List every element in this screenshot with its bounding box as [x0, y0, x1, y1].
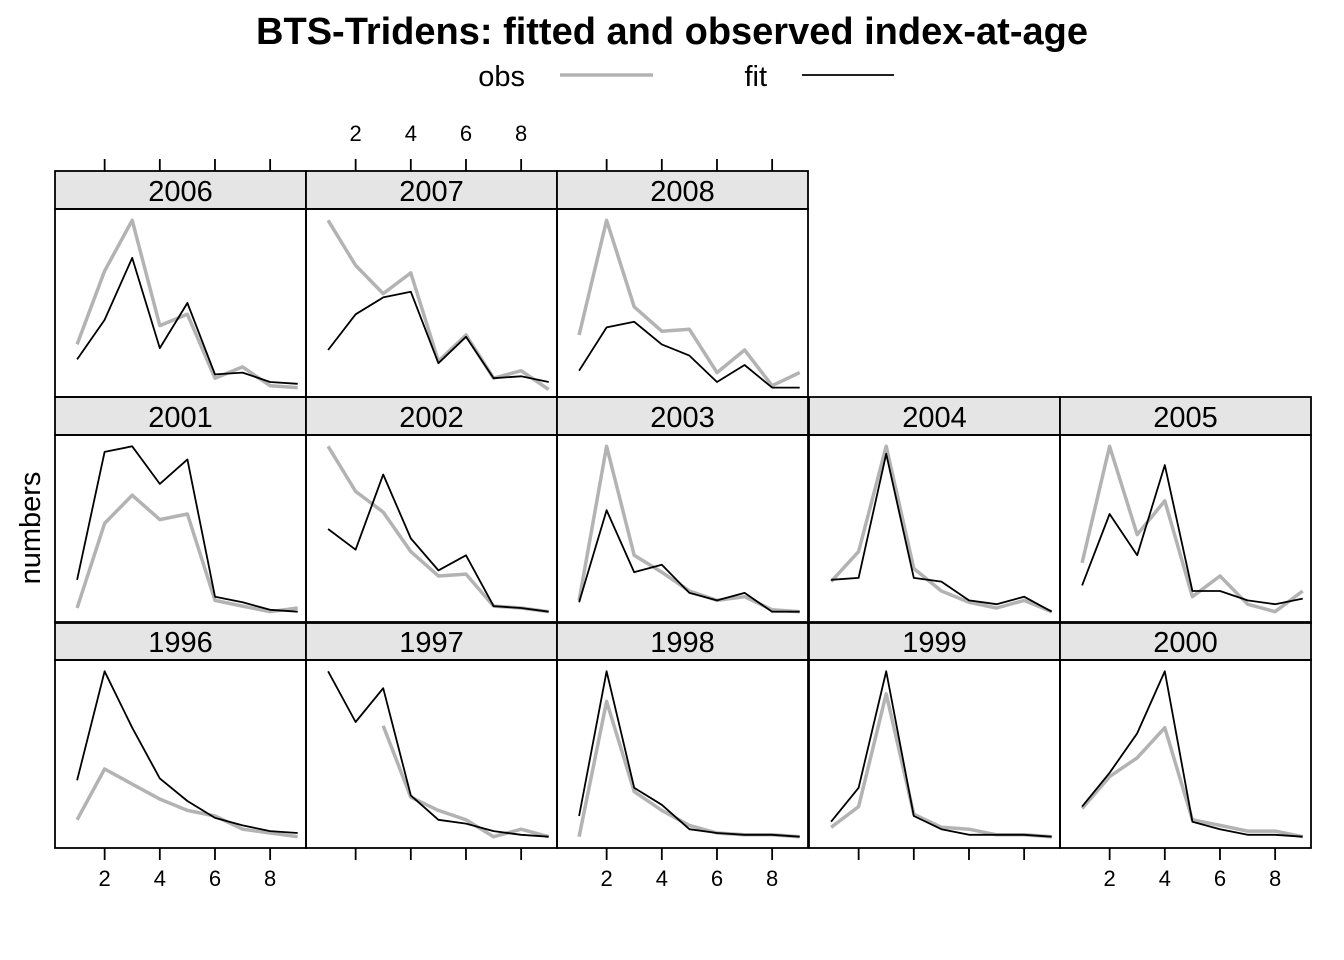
- x-tick-label: 4: [154, 866, 166, 891]
- strip-label-1996: 1996: [148, 627, 213, 659]
- x-axis-top-col3: [605, 159, 774, 171]
- strip-1997: [305, 621, 558, 661]
- x-axis-bottom-col1: 2 4 6 8: [99, 848, 276, 891]
- fit-line-1997: [327, 670, 549, 838]
- x-axis-bottom-col3: 2 4 6 8: [601, 848, 778, 891]
- obs-line-2004: [829, 444, 1053, 614]
- fit-line-2007: [327, 290, 549, 383]
- plot-frame-2008: [556, 208, 809, 398]
- panel-2004: 2004: [808, 396, 1061, 624]
- fit-line-2005: [1081, 464, 1303, 606]
- panel-2002: 2002: [305, 396, 558, 624]
- plot-frame-2003: [556, 434, 809, 624]
- x-tick-label: 6: [460, 121, 472, 146]
- obs-line-1998: [577, 699, 800, 839]
- strip-label-1997: 1997: [399, 627, 464, 659]
- x-tick-label: 8: [264, 866, 276, 891]
- strip-label-2004: 2004: [902, 402, 967, 434]
- x-tick-label: 2: [601, 866, 613, 891]
- strip-2003: [556, 396, 809, 436]
- strip-label-2001: 2001: [148, 402, 213, 434]
- obs-line-2001: [75, 493, 298, 614]
- x-tick-label: 4: [1159, 866, 1171, 891]
- strip-label-2000: 2000: [1153, 627, 1218, 659]
- fit-line-1999: [830, 670, 1052, 838]
- strip-1998: [556, 621, 809, 661]
- strip-label-2007: 2007: [399, 176, 464, 208]
- y-axis-label: numbers: [15, 472, 47, 585]
- strip-label-2002: 2002: [399, 402, 464, 434]
- x-tick-label: 2: [1104, 866, 1116, 891]
- fit-line-1998: [578, 670, 800, 838]
- fit-line-2008: [578, 320, 800, 389]
- plot-frame-2001: [54, 434, 307, 624]
- chart-title: BTS-Tridens: fitted and observed index-a…: [256, 11, 1088, 53]
- strip-label-2005: 2005: [1153, 402, 1218, 434]
- plot-frame-1997: [305, 659, 558, 849]
- obs-line-2005: [1080, 444, 1304, 614]
- panel-1996: 1996: [54, 621, 307, 849]
- fit-line-2003: [578, 509, 800, 613]
- strip-label-2006: 2006: [148, 176, 213, 208]
- panel-2001: 2001: [54, 396, 307, 624]
- legend-fit-label: fit: [744, 61, 767, 93]
- plot-frame-2007: [305, 208, 558, 398]
- fit-line-2006: [76, 257, 298, 385]
- plot-frame-1999: [808, 659, 1061, 849]
- plot-frame-1996: [54, 659, 307, 849]
- x-tick-label: 6: [1214, 866, 1226, 891]
- plot-frame-1998: [556, 659, 809, 849]
- x-tick-label: 2: [99, 866, 111, 891]
- x-axis-bottom-col5: 2 4 6 8: [1104, 848, 1281, 891]
- obs-line-2003: [577, 444, 800, 614]
- strip-2008: [556, 170, 809, 210]
- fit-line-2002: [327, 473, 549, 613]
- plot-frame-2004: [808, 434, 1061, 624]
- panel-2005: 2005: [1059, 396, 1312, 624]
- panel-1999: 1999: [808, 621, 1061, 849]
- strip-label-1998: 1998: [650, 627, 715, 659]
- x-axis-bottom-col2: [354, 848, 523, 860]
- x-tick-label: 6: [711, 866, 723, 891]
- obs-line-2008: [577, 218, 801, 388]
- x-tick-label: 6: [209, 866, 221, 891]
- x-tick-label: 8: [766, 866, 778, 891]
- x-axis-top-col2: 2 4 6 8: [350, 121, 527, 171]
- plot-frame-2000: [1059, 659, 1312, 849]
- x-tick-label: 4: [405, 121, 417, 146]
- x-tick-label: 8: [515, 121, 527, 146]
- x-tick-label: 8: [1269, 866, 1281, 891]
- x-tick-label: 2: [350, 121, 362, 146]
- x-axis-top-col1: [103, 159, 272, 171]
- panel-2003: 2003: [556, 396, 809, 624]
- obs-line-1997: [381, 725, 550, 839]
- panel-1998: 1998: [556, 621, 809, 849]
- panel-2006: 2006: [54, 170, 307, 398]
- legend: obs fit: [478, 61, 894, 93]
- obs-line-1996: [75, 767, 298, 839]
- fit-line-1996: [76, 670, 298, 834]
- fit-line-2001: [76, 445, 298, 613]
- panel-2007: 2007: [305, 170, 558, 398]
- plot-frame-2002: [305, 434, 558, 624]
- x-axis-bottom-col4: [857, 848, 1026, 860]
- fit-line-2004: [831, 452, 1053, 613]
- legend-obs-label: obs: [478, 61, 525, 93]
- strip-label-1999: 1999: [902, 627, 967, 659]
- panel-2000: 2000: [1059, 621, 1312, 849]
- plot-frame-2005: [1059, 434, 1312, 624]
- obs-line-2007: [326, 219, 550, 391]
- x-tick-label: 4: [656, 866, 668, 891]
- panel-2008: 2008: [556, 170, 809, 398]
- obs-line-2002: [326, 445, 549, 614]
- strip-label-2003: 2003: [650, 402, 715, 434]
- fit-line-2000: [1081, 670, 1303, 838]
- strip-label-2008: 2008: [650, 176, 715, 208]
- panel-1997: 1997: [305, 621, 558, 849]
- panels: 1996 1997 1998 1999 2000 2001 2002 2003 2004 2005…: [54, 121, 1312, 891]
